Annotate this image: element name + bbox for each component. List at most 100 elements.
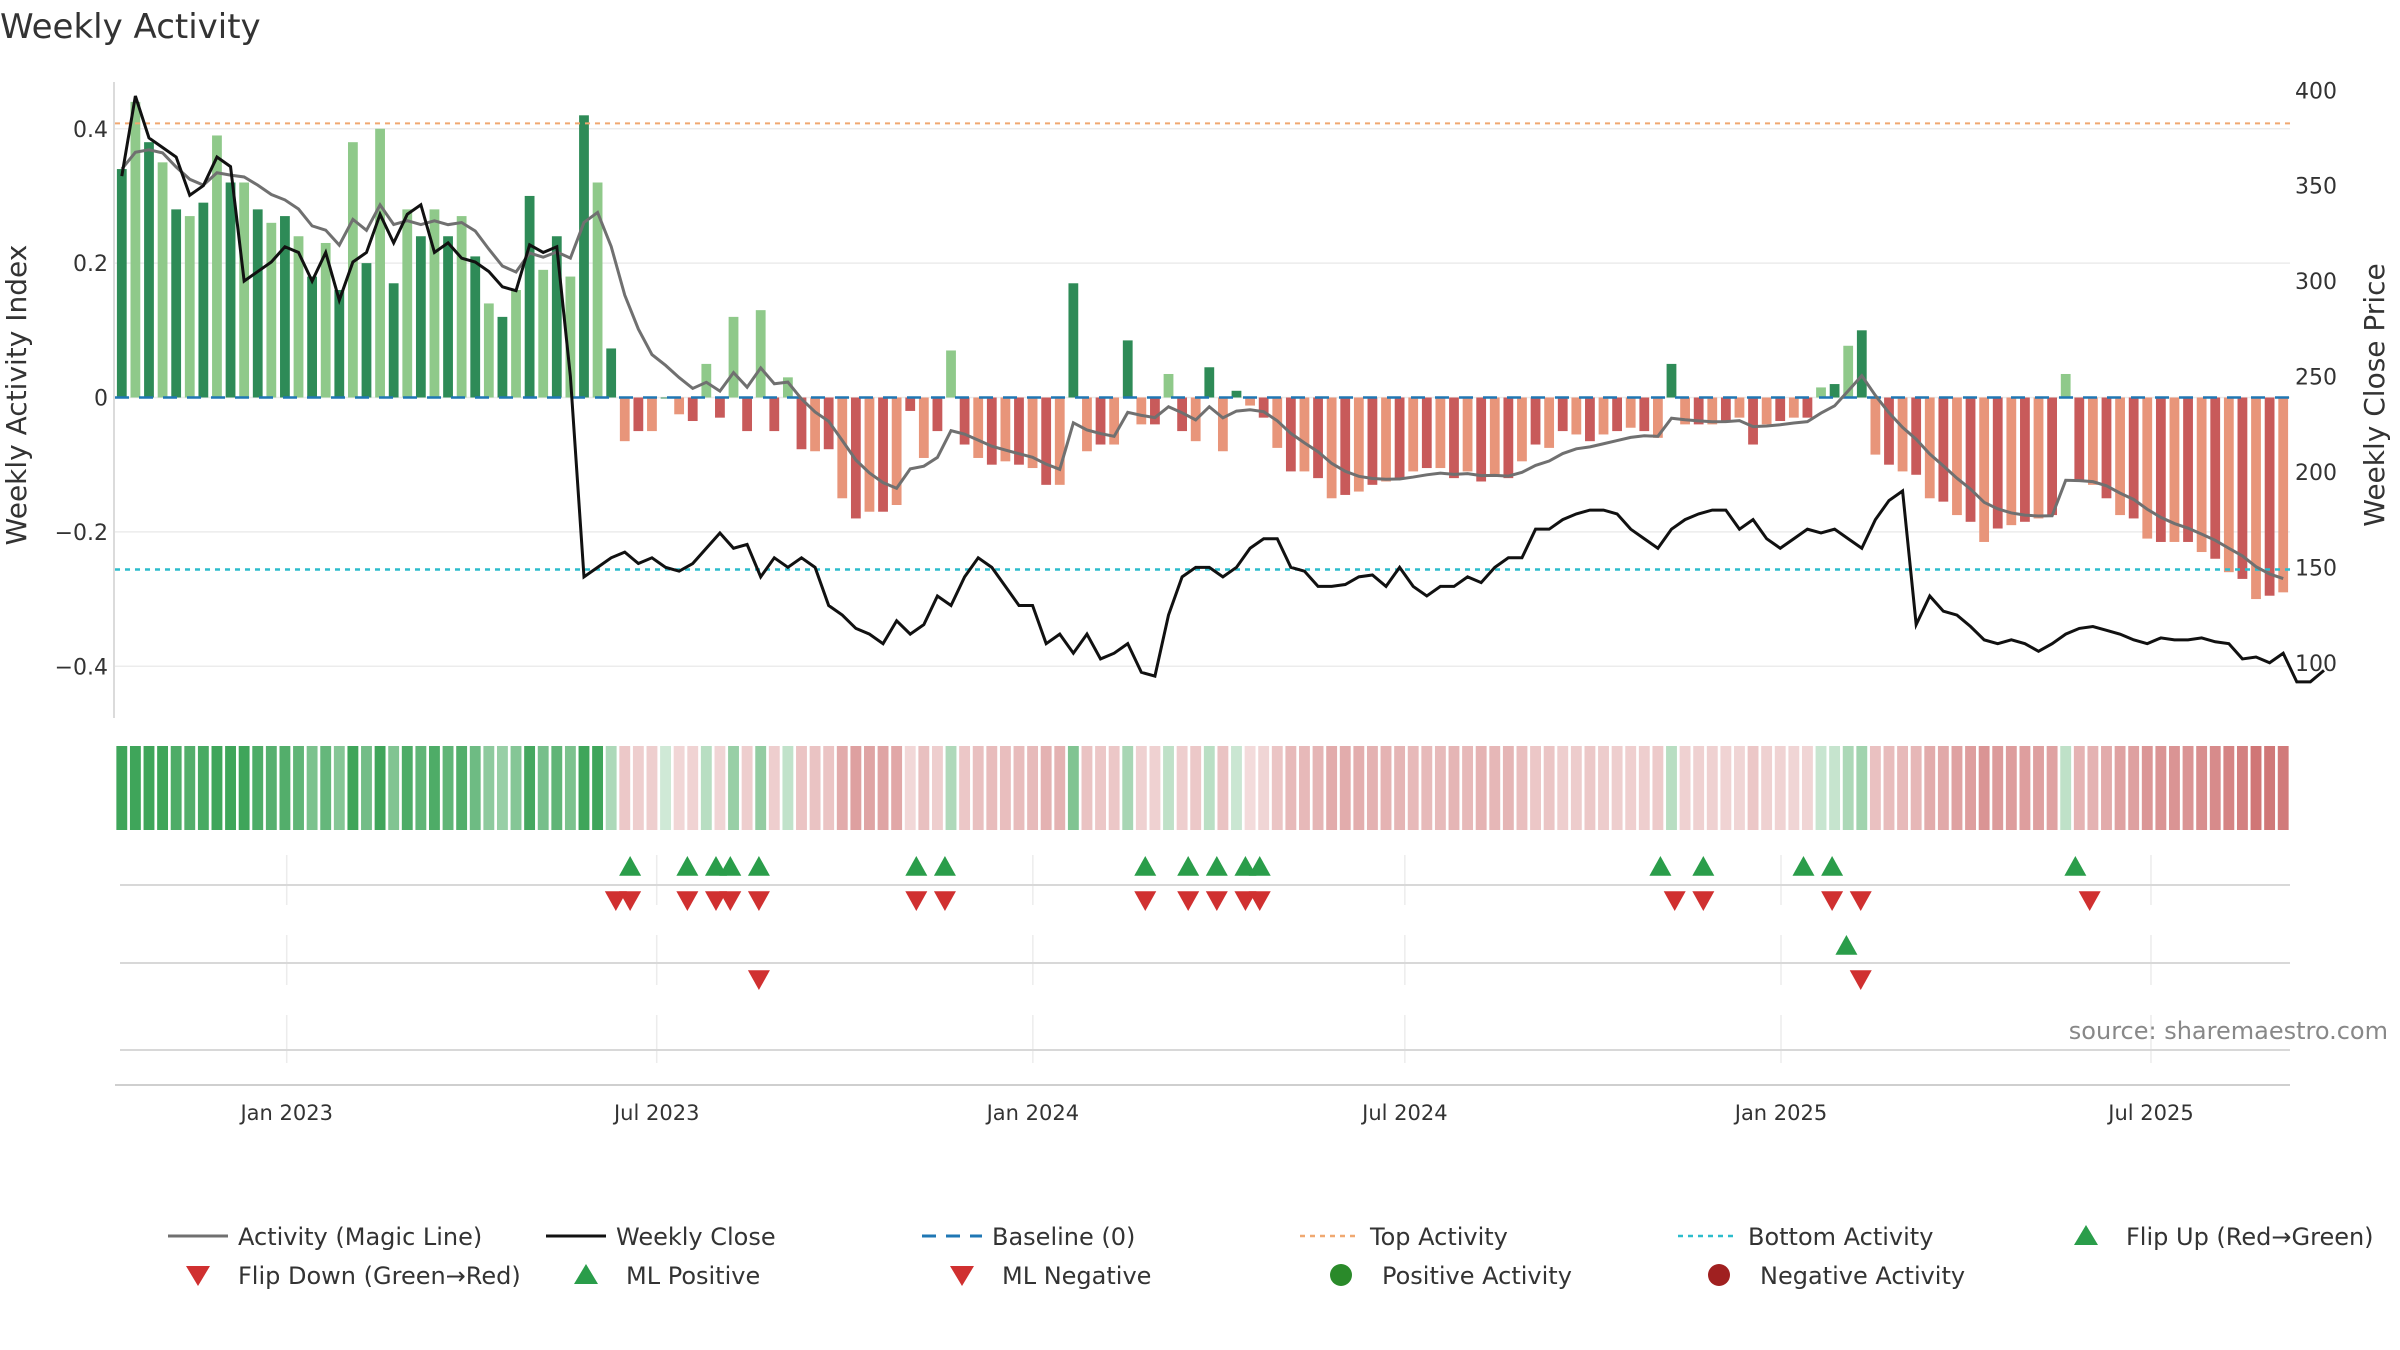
y-tick-right: 350	[2295, 175, 2337, 200]
activity-bar	[2278, 397, 2289, 593]
legend-label-top: Top Activity	[1369, 1223, 1508, 1251]
strip-cell	[2128, 746, 2140, 830]
strip-cell	[2196, 746, 2208, 830]
activity-bar	[1217, 397, 1228, 452]
strip-cell	[768, 746, 780, 830]
strip-cell	[1965, 746, 1976, 830]
strip-cell	[265, 746, 277, 830]
activity-bar	[728, 316, 739, 398]
strip-cell	[1924, 746, 1936, 830]
strip-cell	[959, 746, 971, 830]
activity-bar	[2020, 397, 2030, 522]
flip-down-marker	[619, 891, 642, 911]
activity-bar	[483, 303, 494, 398]
strip-cell	[1122, 746, 1134, 830]
activity-bar	[1924, 397, 1935, 499]
flip-up-marker	[1234, 856, 1257, 876]
strip-cell	[1299, 746, 1310, 830]
strip-cell	[1502, 746, 1514, 830]
activity-bar	[1829, 384, 1840, 398]
strip-cell	[347, 746, 359, 830]
activity-bar	[674, 397, 685, 415]
strip-cell	[1190, 746, 1202, 830]
activity-bar	[1381, 397, 1391, 482]
activity-bar	[1938, 397, 1949, 502]
strip-cell	[361, 746, 372, 830]
activity-bar	[2183, 397, 2193, 542]
strip-cell	[904, 746, 916, 830]
strip-cell	[1326, 746, 1338, 830]
activity-bar	[2101, 397, 2112, 499]
strip-cell	[1434, 746, 1446, 830]
activity-bar	[2196, 397, 2207, 553]
activity-bar	[1680, 397, 1690, 425]
y-tick-left: −0.4	[55, 655, 108, 680]
strip-cell	[2060, 746, 2072, 830]
flip-up-marker	[1649, 856, 1672, 876]
flip-down-marker	[2078, 891, 2101, 911]
activity-bar	[810, 397, 820, 452]
flip-down-marker	[933, 891, 956, 911]
activity-bar	[1870, 397, 1881, 455]
activity-bar	[2074, 397, 2085, 482]
activity-bar	[782, 377, 793, 398]
x-tick-label: Jan 2025	[1733, 1101, 1828, 1125]
activity-bar	[375, 128, 385, 398]
legend-label-close: Weekly Close	[616, 1223, 776, 1251]
strip-cell	[510, 746, 522, 830]
legend-label-bottom: Bottom Activity	[1748, 1223, 1933, 1251]
strip-cell	[469, 746, 481, 830]
activity-bar	[320, 242, 331, 398]
strip-cell	[225, 746, 236, 830]
activity-bar	[986, 397, 997, 465]
activity-bar	[1775, 397, 1786, 422]
strip-cell	[972, 746, 984, 830]
activity-bar	[619, 397, 630, 442]
strip-cell	[2277, 746, 2289, 830]
activity-bar	[334, 290, 345, 398]
strip-cell	[986, 746, 998, 830]
flip-down-marker	[1134, 891, 1157, 911]
strip-cell	[728, 746, 739, 830]
strip-cell	[632, 746, 644, 830]
activity-bars	[116, 101, 2289, 600]
activity-bar	[2047, 397, 2058, 516]
activity-bar	[2115, 397, 2125, 516]
activity-bar	[1421, 397, 1432, 469]
strip-cell	[1557, 746, 1569, 830]
strip-cell	[673, 746, 685, 830]
activity-bar	[415, 236, 426, 398]
activity-bar	[1761, 397, 1772, 425]
strip-cell	[1366, 746, 1378, 830]
activity-bar	[918, 397, 929, 458]
activity-bar	[1014, 397, 1024, 465]
strip-cell	[646, 746, 658, 830]
strip-cell	[1040, 746, 1052, 830]
strip-cell	[2114, 746, 2126, 830]
x-tick-label: Jan 2024	[985, 1101, 1080, 1125]
strip-cell	[1761, 746, 1773, 830]
strip-cell	[592, 746, 604, 830]
activity-bar	[1449, 397, 1459, 479]
activity-bar	[2264, 397, 2275, 596]
reference-lines	[115, 122, 2290, 571]
activity-bar	[959, 397, 970, 445]
strip-cell	[1992, 746, 2004, 830]
strip-cell	[1869, 746, 1881, 830]
activity-bar	[239, 182, 250, 398]
activity-bar	[511, 290, 521, 398]
activity-bar	[1462, 397, 1473, 472]
strip-cell	[2033, 746, 2044, 830]
activity-bar	[1109, 397, 1120, 445]
strip-cell	[238, 746, 250, 830]
flip-down-marker	[1234, 891, 1257, 911]
ml-negative-marker	[747, 970, 770, 990]
activity-bar	[565, 276, 576, 398]
flip-down-marker	[704, 891, 727, 911]
activity-bar	[1326, 397, 1337, 499]
activity-bar	[171, 209, 182, 398]
activity-strip	[116, 746, 2289, 830]
activity-bar	[1897, 397, 1908, 472]
legend-label-mlneg: ML Negative	[1002, 1262, 1151, 1290]
